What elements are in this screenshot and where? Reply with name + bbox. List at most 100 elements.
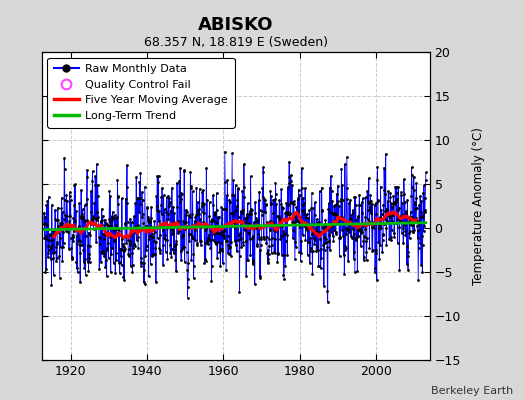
Point	[294, 208, 302, 214]
Point	[49, 250, 57, 256]
Point	[258, 208, 266, 214]
Point	[162, 208, 170, 215]
Point	[140, 184, 149, 190]
Point	[193, 240, 202, 246]
Point	[316, 265, 325, 271]
Point	[126, 240, 135, 246]
Point	[394, 216, 402, 222]
Point	[228, 223, 237, 230]
Point	[251, 199, 259, 206]
Point	[274, 224, 282, 230]
Point	[251, 209, 259, 216]
Point	[216, 230, 224, 237]
Point	[107, 250, 116, 257]
Point	[378, 220, 386, 226]
Point	[214, 239, 223, 246]
Point	[353, 225, 361, 231]
Point	[64, 229, 72, 235]
Point	[52, 241, 61, 247]
Point	[231, 225, 239, 231]
Point	[329, 233, 337, 239]
Point	[382, 225, 390, 232]
Point	[320, 234, 329, 240]
Point	[301, 185, 309, 191]
Point	[164, 216, 172, 222]
Point	[397, 192, 405, 198]
Point	[399, 225, 407, 232]
Point	[279, 205, 287, 212]
Point	[326, 247, 334, 253]
Point	[377, 211, 386, 217]
Point	[416, 193, 424, 200]
Point	[310, 230, 318, 236]
Point	[325, 232, 333, 238]
Point	[68, 254, 76, 260]
Point	[258, 212, 266, 218]
Point	[351, 269, 359, 275]
Point	[106, 269, 115, 275]
Point	[340, 252, 348, 258]
Point	[399, 222, 408, 229]
Point	[342, 231, 351, 237]
Point	[169, 219, 178, 226]
Point	[288, 219, 297, 226]
Point	[87, 209, 95, 216]
Point	[213, 254, 221, 261]
Point	[344, 258, 352, 264]
Point	[105, 188, 114, 194]
Point	[234, 237, 242, 243]
Text: 68.357 N, 18.819 E (Sweden): 68.357 N, 18.819 E (Sweden)	[144, 36, 328, 49]
Point	[88, 217, 96, 223]
Point	[392, 190, 401, 196]
Point	[237, 235, 245, 241]
Point	[304, 239, 312, 246]
Point	[268, 219, 277, 225]
Point	[293, 196, 302, 202]
Point	[48, 242, 57, 248]
Point	[341, 242, 349, 249]
Point	[375, 222, 383, 228]
Point	[71, 218, 80, 224]
Point	[69, 215, 78, 221]
Point	[157, 193, 166, 200]
Point	[206, 227, 215, 234]
Point	[341, 244, 350, 251]
Point	[376, 242, 384, 248]
Point	[258, 194, 267, 200]
Point	[89, 215, 97, 221]
Point	[304, 215, 312, 222]
Point	[365, 245, 374, 252]
Point	[275, 213, 283, 220]
Point	[177, 196, 185, 202]
Point	[407, 222, 415, 228]
Point	[372, 200, 380, 206]
Point	[77, 186, 85, 193]
Point	[152, 279, 160, 285]
Point	[48, 237, 56, 244]
Point	[102, 257, 111, 263]
Point	[146, 260, 155, 267]
Point	[263, 219, 271, 226]
Point	[252, 225, 260, 232]
Point	[325, 238, 333, 244]
Point	[371, 265, 379, 271]
Point	[380, 164, 388, 171]
Point	[78, 241, 86, 248]
Point	[262, 240, 270, 246]
Point	[70, 181, 79, 188]
Point	[305, 238, 313, 245]
Point	[42, 201, 51, 208]
Point	[181, 207, 190, 213]
Point	[226, 218, 234, 225]
Point	[111, 270, 119, 276]
Point	[336, 198, 345, 204]
Point	[367, 224, 376, 230]
Point	[317, 246, 325, 252]
Point	[269, 210, 277, 216]
Point	[41, 214, 49, 220]
Point	[217, 204, 225, 210]
Point	[419, 189, 427, 196]
Point	[218, 246, 226, 252]
Point	[79, 247, 88, 253]
Point	[46, 231, 54, 238]
